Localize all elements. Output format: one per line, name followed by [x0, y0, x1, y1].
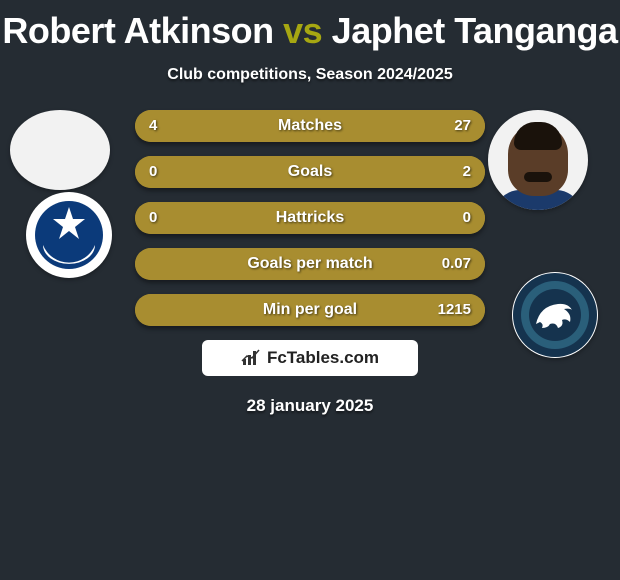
avatar-head [508, 124, 568, 196]
player1-club-badge [26, 192, 112, 278]
vs-text: vs [283, 10, 322, 51]
comparison-content: Matches427Goals02Hattricks00Goals per ma… [0, 110, 620, 416]
millwall-badge-icon [512, 272, 598, 358]
watermark-text: FcTables.com [267, 348, 379, 368]
stat-row: Min per goal1215 [135, 294, 485, 326]
portsmouth-badge-icon [33, 199, 105, 271]
stat-value-right: 27 [454, 110, 471, 142]
watermark: FcTables.com [202, 340, 418, 376]
stat-label: Matches [135, 110, 485, 142]
stat-row: Goals0 2 [135, 156, 485, 188]
stat-label: Goals per match [135, 248, 485, 280]
stat-label: Min per goal [135, 294, 485, 326]
player1-avatar [10, 110, 110, 190]
stat-value-left: 0 [149, 156, 157, 188]
stat-value-right: 1215 [438, 294, 471, 326]
stat-value-right: 0 [463, 202, 471, 234]
player1-name: Robert Atkinson [2, 10, 273, 51]
chart-icon [241, 349, 263, 367]
stat-value-right: 0.07 [442, 248, 471, 280]
date-text: 28 january 2025 [0, 396, 620, 416]
stat-label: Goals [135, 156, 485, 188]
player2-name: Japhet Tanganga [332, 10, 618, 51]
stat-value-right: 2 [463, 156, 471, 188]
stat-bars: Matches427Goals02Hattricks00Goals per ma… [135, 110, 485, 326]
stat-row: Goals per match0.07 [135, 248, 485, 280]
stat-value-left: 4 [149, 110, 157, 142]
stat-label: Hattricks [135, 202, 485, 234]
stat-row: Hattricks0 0 [135, 202, 485, 234]
subtitle: Club competitions, Season 2024/2025 [0, 66, 620, 84]
player2-avatar [488, 110, 588, 210]
stat-row: Matches4 27 [135, 110, 485, 142]
player2-club-badge [512, 272, 598, 358]
page-title: Robert Atkinson vs Japhet Tanganga [0, 0, 620, 52]
stat-value-left: 0 [149, 202, 157, 234]
